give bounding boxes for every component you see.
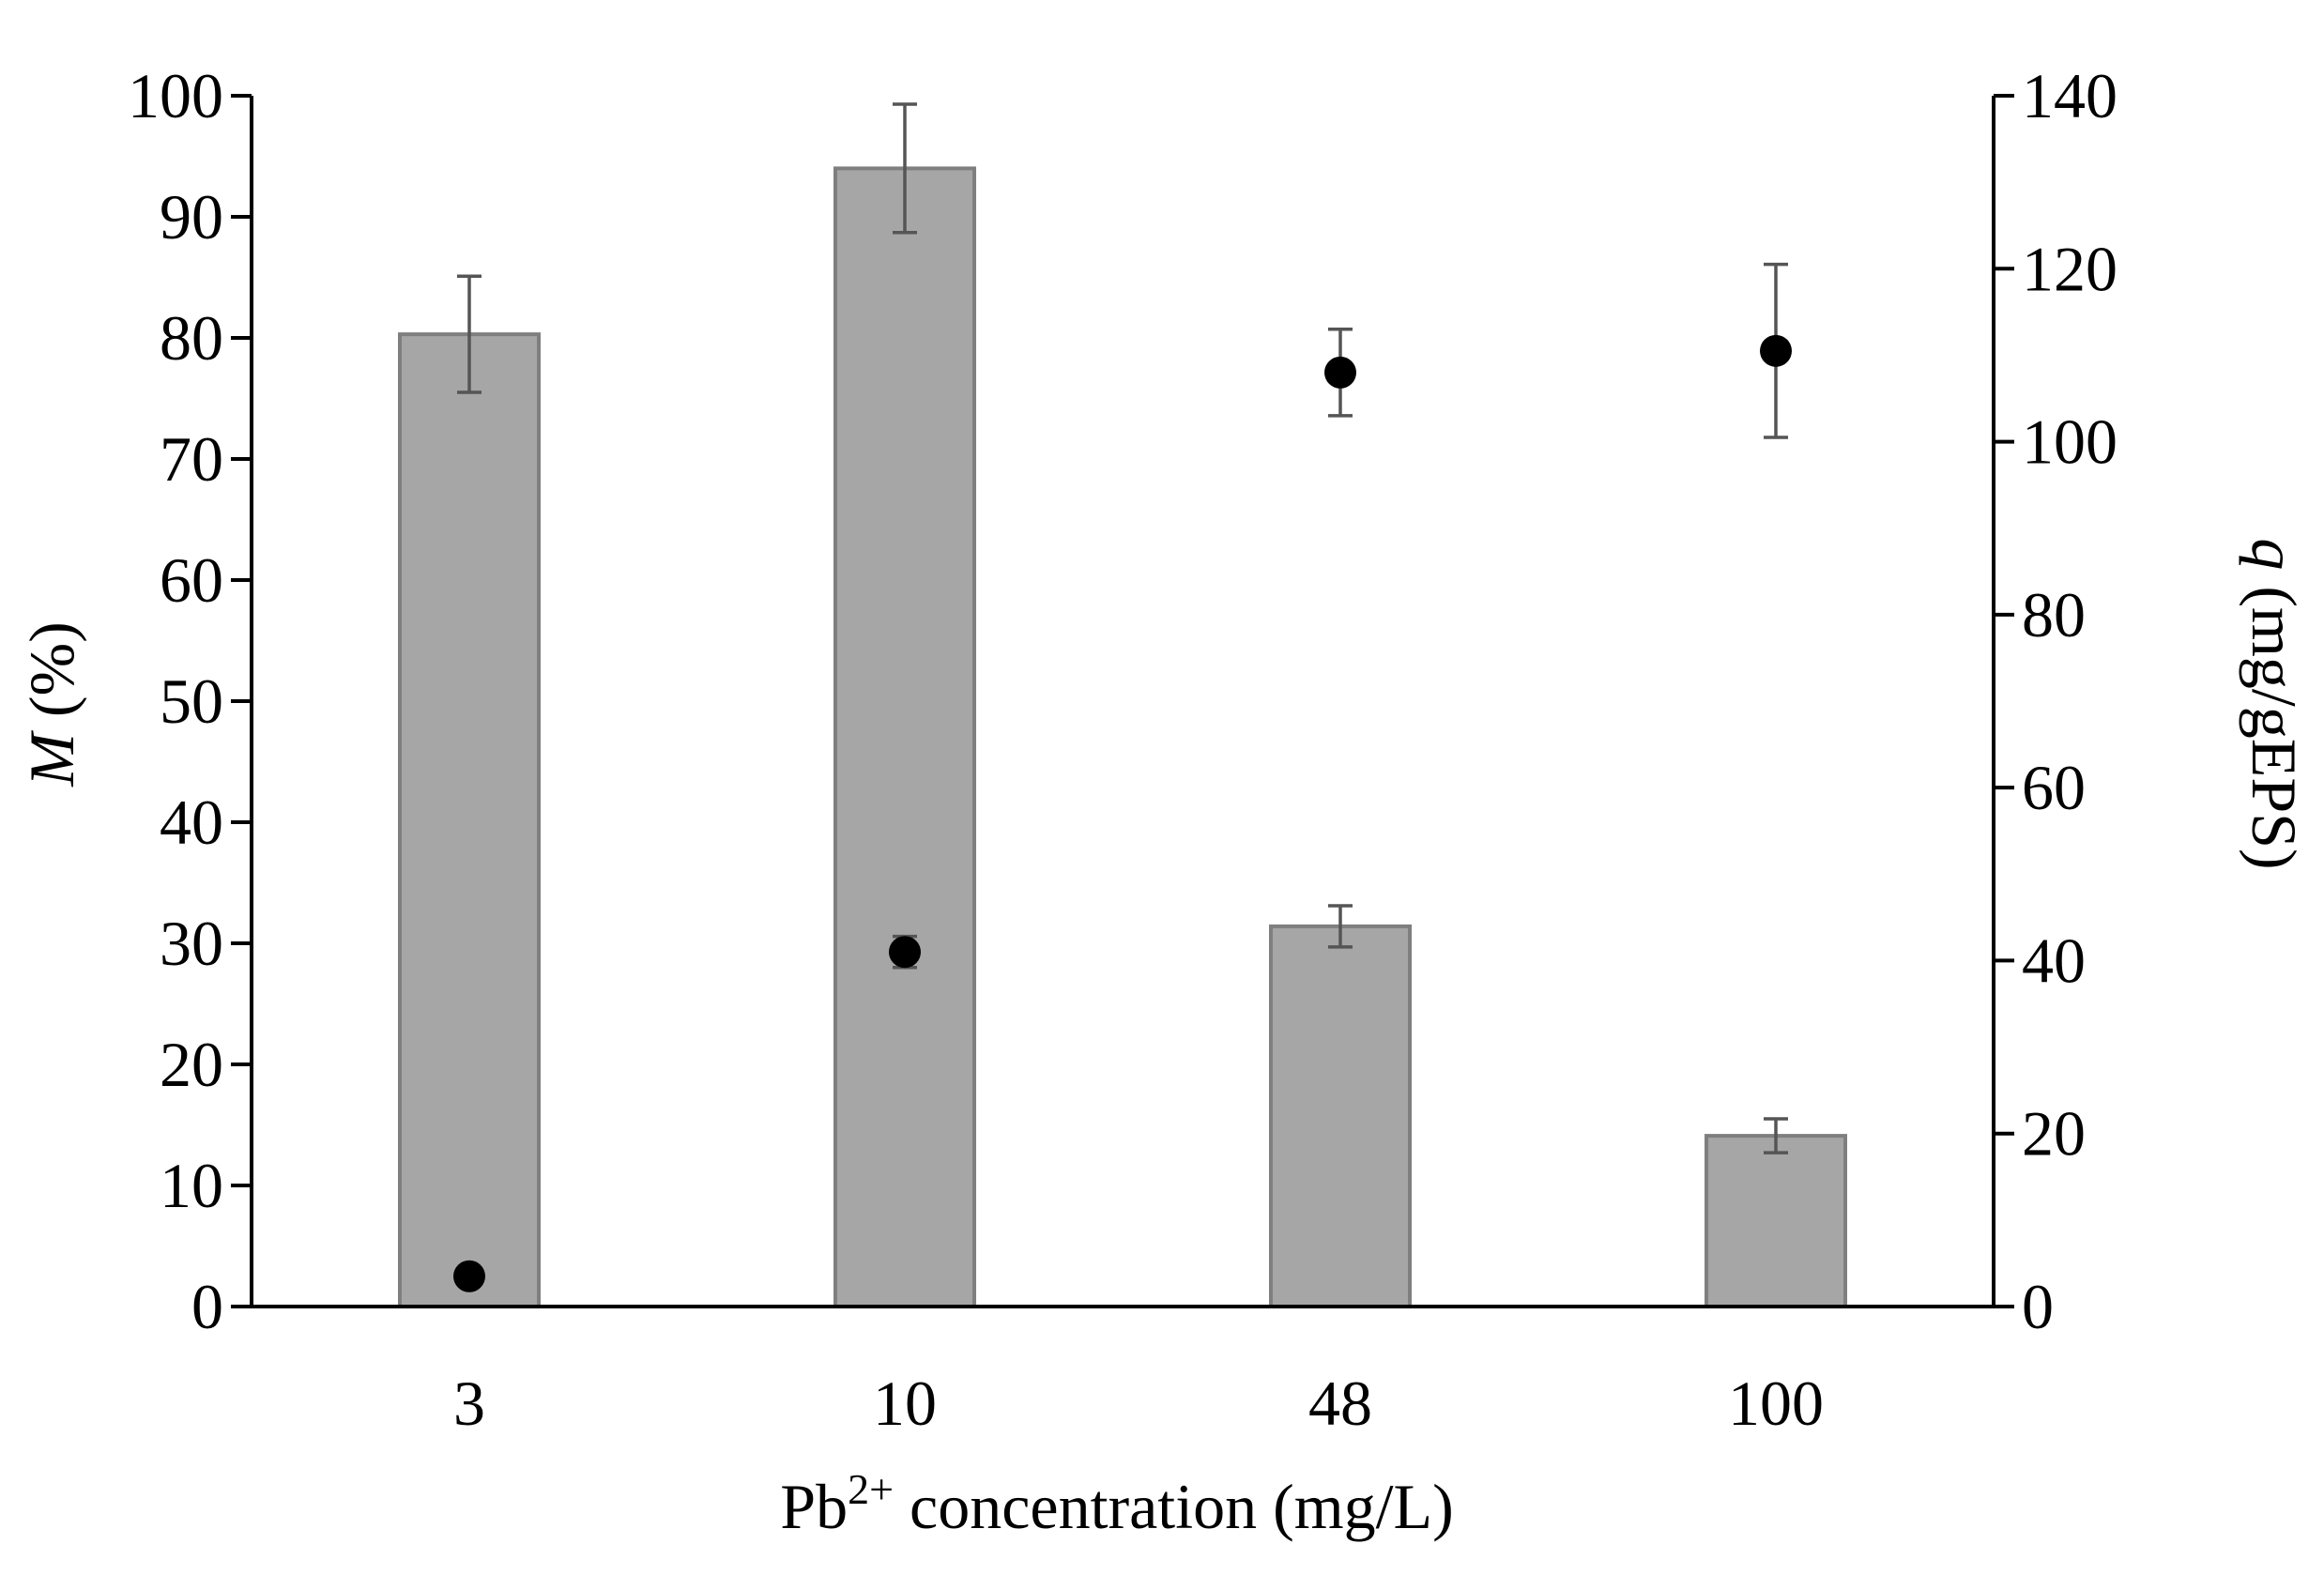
left-y-tick-label: 30: [160, 908, 223, 979]
left-y-tick-label: 80: [160, 302, 223, 374]
x-axis-title-suffix: concentration (mg/L): [894, 1471, 1454, 1542]
error-bar-M-100: [1764, 1117, 1788, 1154]
left-y-axis-title-unit: (%): [16, 621, 87, 733]
plot-area: [398, 102, 1847, 1308]
left-y-tick-label: 100: [128, 60, 223, 131]
right-y-axis-title-symbol: q: [2239, 538, 2310, 570]
left-y-axis-title-symbol: M: [16, 730, 87, 787]
left-y-tick-label: 10: [160, 1150, 223, 1221]
x-tick-label: 48: [1308, 1368, 1372, 1439]
left-y-axis-title: M (%): [16, 621, 87, 787]
right-y-tick-label: 60: [2022, 752, 2086, 823]
left-y-tick-label: 90: [160, 181, 223, 252]
bar-M-3: [398, 332, 541, 1308]
right-y-tick-label: 140: [2022, 60, 2118, 131]
point-q-10: [889, 936, 921, 969]
right-y-tick-label: 0: [2022, 1271, 2054, 1342]
point-q-3: [453, 1260, 485, 1292]
error-bar-M-10: [893, 102, 917, 235]
right-y-tick-label: 80: [2022, 579, 2086, 650]
x-axis-title: Pb2+ concentration (mg/L): [780, 1465, 1453, 1542]
left-y-ticks: 0 10 20 30 40 50 60 70 80 90 100: [128, 60, 252, 1342]
right-y-axis-title: q (mg/gEPS): [2239, 538, 2310, 869]
bar-M-100: [1705, 1134, 1847, 1308]
left-y-tick-label: 40: [160, 787, 223, 858]
point-q-100: [1760, 334, 1792, 367]
x-ticks: 3 10 48 100: [453, 1368, 1824, 1439]
right-y-axis-title-unit: (mg/gEPS): [2239, 570, 2310, 869]
error-bar-M-3: [457, 274, 482, 394]
x-axis-title-prefix: Pb: [780, 1471, 848, 1542]
x-tick-label: 3: [453, 1368, 485, 1439]
x-tick-label: 100: [1728, 1368, 1824, 1439]
right-y-tick-label: 20: [2022, 1098, 2086, 1170]
x-axis-title-superscript: 2+: [848, 1465, 894, 1513]
point-q-48: [1324, 356, 1356, 389]
error-bar-M-48: [1328, 904, 1353, 949]
bar-M-10: [833, 166, 976, 1308]
x-tick-label: 10: [873, 1368, 937, 1439]
right-y-tick-label: 120: [2022, 233, 2118, 304]
left-y-tick-label: 60: [160, 544, 223, 616]
right-y-tick-label: 100: [2022, 406, 2118, 478]
left-y-tick-label: 0: [191, 1271, 223, 1342]
right-y-ticks: 0 20 40 60 80 100 120 140: [1994, 60, 2118, 1342]
left-y-tick-label: 50: [160, 665, 223, 737]
bar-M-48: [1269, 924, 1412, 1308]
left-y-tick-label: 70: [160, 423, 223, 495]
right-y-tick-label: 40: [2022, 925, 2086, 996]
left-y-tick-label: 20: [160, 1029, 223, 1100]
